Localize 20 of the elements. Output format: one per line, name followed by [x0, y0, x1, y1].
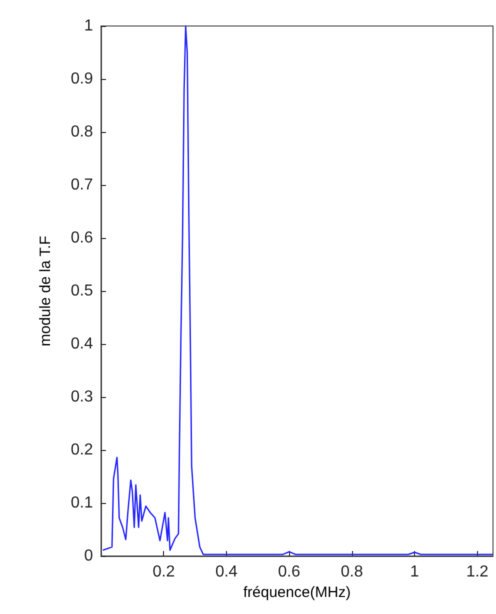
x-tick-label: 1.2 [466, 564, 489, 580]
y-tick-label: 0.7 [70, 176, 94, 194]
x-axis-title: fréquence(MHz) [243, 584, 351, 601]
y-tick-label: 0.2 [70, 442, 94, 458]
y-axis-title: module de la T.F [37, 236, 54, 346]
y-tick-label: 0.1 [70, 494, 94, 512]
x-tick-label: 0.4 [215, 564, 238, 580]
y-tick-label: 0.5 [70, 282, 94, 300]
y-tick-label: 0 [84, 548, 94, 564]
line-series [102, 25, 494, 556]
y-tick-label: 0.6 [70, 230, 94, 246]
x-tick-label: 0.2 [152, 564, 175, 580]
x-tick-label: 0.6 [278, 564, 300, 580]
x-tick-label: 1 [410, 564, 420, 580]
y-tick-label: 1 [84, 18, 94, 34]
y-tick-label: 0.4 [70, 336, 94, 352]
y-tick-label: 0.3 [70, 388, 94, 406]
y-tick-label: 0.9 [70, 70, 94, 88]
y-tick-label: 0.8 [70, 124, 94, 140]
x-tick-label: 0.8 [340, 564, 364, 580]
